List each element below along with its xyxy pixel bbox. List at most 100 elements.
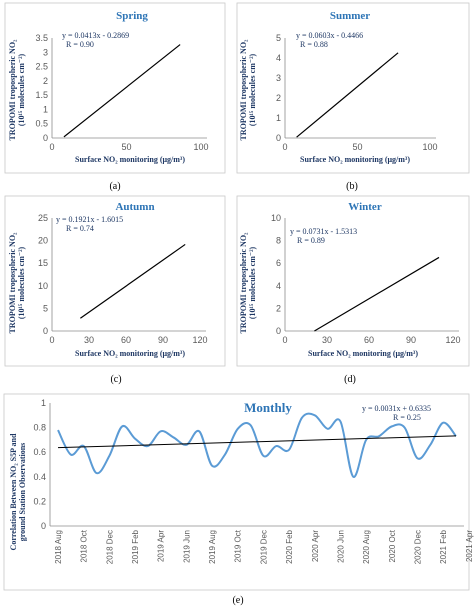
monthly-x-tick-label: 2018 Aug bbox=[54, 530, 63, 564]
monthly-ylabel-line1: Correlation Between NO₂ S5P and bbox=[9, 433, 18, 550]
monthly-y-tick-label: 0.2 bbox=[33, 496, 46, 506]
summer-y-tick-label: 5 bbox=[276, 33, 281, 43]
winter-r-value: R = 0.89 bbox=[297, 236, 325, 245]
monthly-plot-area: 0 0.2 0.4 0.6 0.8 1 2018 Aug 2018 Oct 2018 Dec 20… bbox=[33, 398, 474, 564]
autumn-y-tick-label: 5 bbox=[43, 303, 48, 313]
spring-y-tick-label: 1 bbox=[43, 104, 48, 114]
monthly-correlation-series bbox=[57, 412, 457, 478]
spring-x-tick-label: 100 bbox=[193, 142, 208, 152]
spring-y-tick-label: 0 bbox=[43, 133, 48, 143]
autumn-x-tick-label: 0 bbox=[49, 335, 54, 345]
autumn-y-tick-label: 25 bbox=[38, 213, 48, 223]
monthly-trend-line bbox=[57, 435, 457, 449]
spring-regression-line bbox=[63, 44, 181, 138]
autumn-y-tick-label: 0 bbox=[43, 326, 48, 336]
monthly-x-tick-label: 2020 Jun bbox=[336, 530, 345, 563]
summer-title: Summer bbox=[330, 10, 370, 22]
monthly-x-tick-label: 2019 Aug bbox=[208, 530, 217, 564]
summer-regression-line bbox=[296, 52, 399, 138]
spring-y-tick-label: 2.5 bbox=[35, 62, 48, 72]
spring-x-tick-label: 50 bbox=[121, 142, 131, 152]
summer-y-tick-label: 2 bbox=[276, 93, 281, 103]
monthly-x-tick-label: 2020 Aug bbox=[362, 530, 371, 564]
summer-xlabel: Surface NO₂ monitoring (μg/m³) bbox=[300, 155, 410, 164]
panel-spring-frame bbox=[4, 2, 226, 174]
monthly-equation: y = 0.0031x + 0.6335 bbox=[362, 404, 431, 413]
monthly-title: Monthly bbox=[244, 400, 292, 415]
summer-ylabel-line1: TROPOMI tropospheric NO₂ bbox=[239, 39, 248, 141]
spring-y-tick-label: 3.5 bbox=[35, 33, 48, 43]
autumn-ylabel-line1: TROPOMI tropospheric NO₂ bbox=[8, 232, 17, 334]
winter-y-tick-label: 10 bbox=[271, 213, 281, 223]
winter-y-tick-label: 2 bbox=[276, 303, 281, 313]
panel-summer-frame bbox=[236, 2, 470, 174]
monthly-x-tick-label: 2019 Feb bbox=[131, 529, 140, 563]
monthly-x-tick-label: 2019 Oct bbox=[234, 529, 243, 562]
panel-autumn-frame bbox=[4, 195, 226, 367]
winter-y-tick-label: 8 bbox=[276, 236, 281, 246]
spring-y-tick-label: 3 bbox=[43, 47, 48, 57]
summer-r-value: R = 0.88 bbox=[300, 40, 328, 49]
autumn-xlabel: Surface NO₂ monitoring (μg/m³) bbox=[75, 349, 185, 358]
autumn-y-tick-label: 15 bbox=[38, 258, 48, 268]
monthly-x-tick-label: 2019 Jun bbox=[182, 530, 191, 563]
panel-monthly: Monthly y = 0.0031x + 0.6335 R = 0.25 Co… bbox=[3, 393, 474, 591]
spring-y-tick-label: 1.5 bbox=[35, 90, 48, 100]
monthly-y-tick-label: 1 bbox=[41, 398, 46, 408]
panel-autumn: Autumn y = 0.1921x - 1.6015 R = 0.74 TRO… bbox=[4, 195, 226, 367]
summer-x-tick-label: 50 bbox=[352, 142, 362, 152]
autumn-x-tick-label: 90 bbox=[158, 335, 168, 345]
spring-ylabel-line2: (10¹⁵ molecules cm⁻²) bbox=[17, 54, 26, 127]
winter-x-tick-label: 90 bbox=[406, 335, 416, 345]
monthly-x-tick-label: 2020 Oct bbox=[388, 529, 397, 562]
panel-winter: Winter y = 0.0731x - 1.5313 R = 0.89 TRO… bbox=[236, 195, 470, 367]
monthly-ylabel-line2: ground Station Observations bbox=[18, 443, 27, 542]
panel-label-c: (c) bbox=[110, 374, 121, 385]
winter-x-tick-label: 30 bbox=[322, 335, 332, 345]
winter-plot-area: 0 2 4 6 8 10 0 30 60 90 120 bbox=[271, 213, 461, 345]
summer-y-tick-label: 0 bbox=[276, 133, 281, 143]
winter-ylabel-line2: (10¹⁵ molecules cm⁻²) bbox=[248, 247, 257, 320]
autumn-equation: y = 0.1921x - 1.6015 bbox=[56, 215, 123, 224]
winter-y-tick-label: 0 bbox=[276, 326, 281, 336]
monthly-x-tick-label: 2020 Feb bbox=[285, 529, 294, 563]
summer-ylabel-line2: (10¹⁵ molecules cm⁻²) bbox=[248, 54, 257, 127]
monthly-x-tick-label: 2020 Dec bbox=[413, 530, 422, 564]
monthly-x-tick-label: 2018 Dec bbox=[105, 530, 114, 564]
spring-xlabel: Surface NO₂ monitoring (μg/m³) bbox=[75, 155, 185, 164]
monthly-y-tick-label: 0.6 bbox=[33, 447, 46, 457]
winter-x-tick-label: 0 bbox=[282, 335, 287, 345]
panel-spring: Spring y = 0.0413x - 0.2869 R = 0.90 TRO… bbox=[4, 2, 226, 174]
summer-y-tick-label: 1 bbox=[276, 113, 281, 123]
autumn-r-value: R = 0.74 bbox=[66, 224, 94, 233]
autumn-x-tick-label: 30 bbox=[84, 335, 94, 345]
monthly-y-tick-label: 0 bbox=[41, 521, 46, 531]
monthly-x-tick-label: 2021 Feb bbox=[439, 529, 448, 563]
panel-label-b: (b) bbox=[346, 181, 358, 192]
winter-y-tick-label: 6 bbox=[276, 258, 281, 268]
summer-equation: y = 0.0603x - 0.4466 bbox=[296, 31, 363, 40]
monthly-x-tick-label: 2021 Apr bbox=[465, 530, 474, 562]
spring-r-value: R = 0.90 bbox=[66, 40, 94, 49]
monthly-y-tick-label: 0.4 bbox=[33, 472, 46, 482]
spring-y-tick-label: 2 bbox=[43, 76, 48, 86]
autumn-y-tick-label: 10 bbox=[38, 281, 48, 291]
autumn-plot-area: 0 5 10 15 20 25 0 30 60 90 120 bbox=[38, 213, 208, 345]
monthly-x-tick-label: 2020 Apr bbox=[311, 530, 320, 562]
spring-y-tick-label: 0.5 bbox=[35, 119, 48, 129]
spring-plot-area: 0 0.5 1 1.5 2 2.5 3 3.5 0 50 100 bbox=[35, 33, 208, 152]
winter-x-tick-label: 120 bbox=[445, 335, 460, 345]
summer-x-tick-label: 100 bbox=[422, 142, 437, 152]
panel-label-e: (e) bbox=[232, 595, 243, 606]
autumn-x-tick-label: 120 bbox=[192, 335, 207, 345]
summer-x-tick-label: 0 bbox=[282, 142, 287, 152]
summer-y-tick-label: 3 bbox=[276, 73, 281, 83]
monthly-r-value: R = 0.25 bbox=[393, 413, 421, 422]
spring-ylabel-line1: TROPOMI tropospheric NO₂ bbox=[8, 39, 17, 141]
autumn-x-tick-label: 60 bbox=[121, 335, 131, 345]
monthly-y-tick-label: 0.8 bbox=[33, 423, 46, 433]
monthly-x-tick-label: 2018 Oct bbox=[80, 529, 89, 562]
autumn-regression-line bbox=[80, 243, 186, 319]
